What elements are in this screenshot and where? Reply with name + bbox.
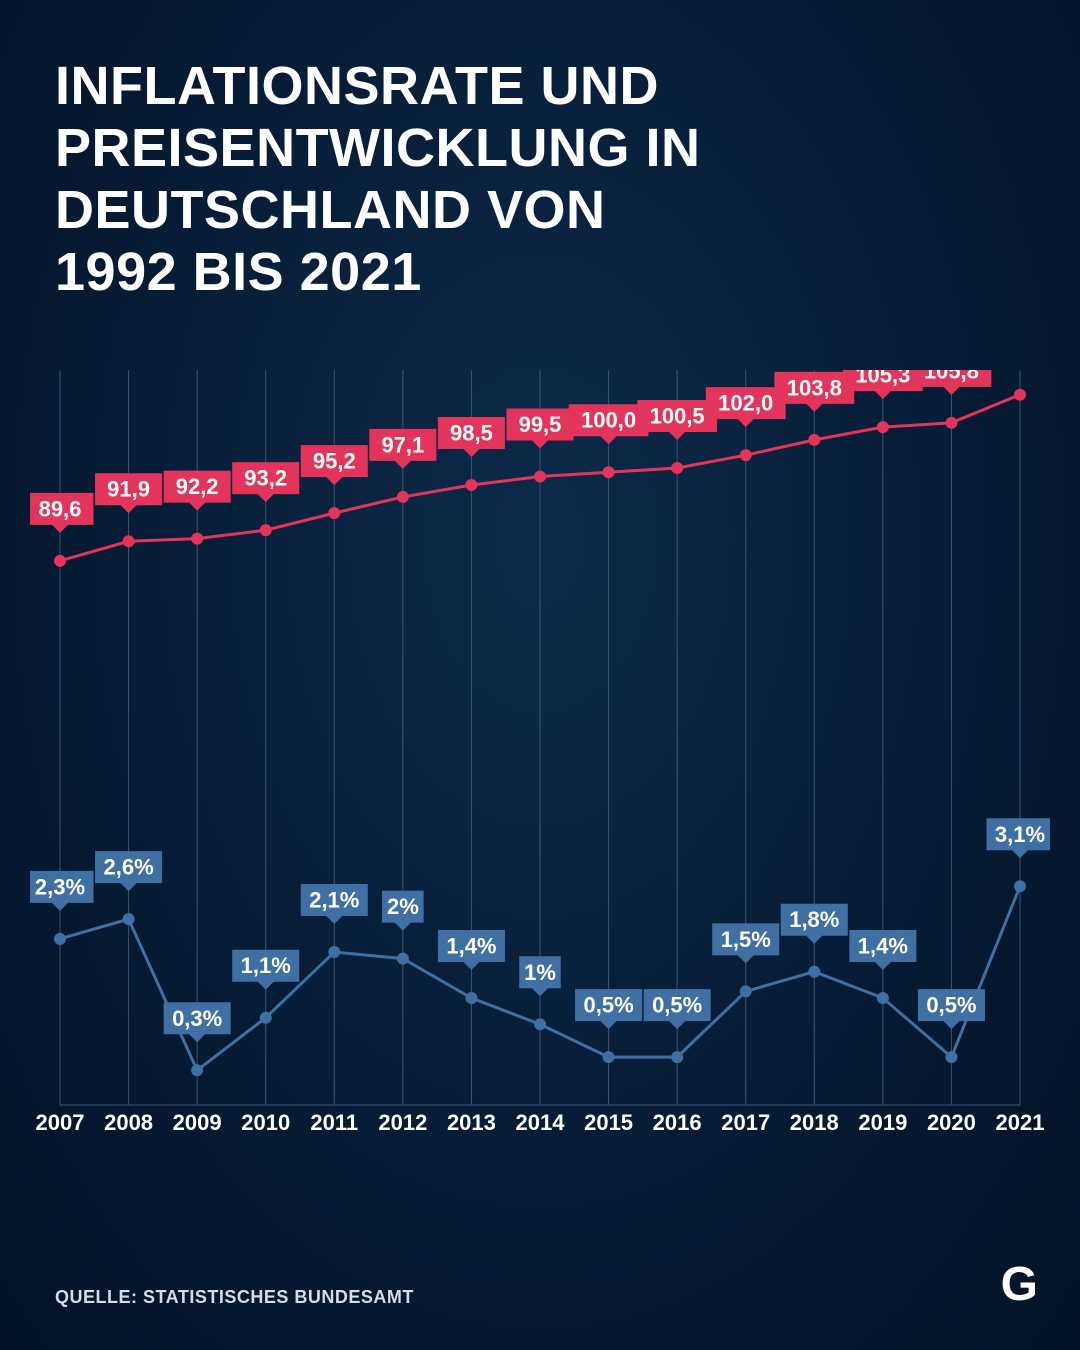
data-point	[671, 1051, 683, 1063]
data-label: 1,4%	[446, 934, 496, 959]
data-label: 1,1%	[241, 953, 291, 978]
data-point	[123, 535, 135, 547]
x-axis-label: 2020	[927, 1110, 976, 1135]
x-axis-label: 2016	[653, 1110, 702, 1135]
x-axis-label: 2015	[584, 1110, 633, 1135]
data-point	[740, 449, 752, 461]
x-axis-label: 2014	[516, 1110, 566, 1135]
data-label: 97,1	[381, 432, 424, 457]
data-label: 0,3%	[172, 1006, 222, 1031]
data-label: 1,5%	[721, 927, 771, 952]
data-point	[1014, 389, 1026, 401]
x-axis-label: 2009	[173, 1110, 222, 1135]
x-axis-label: 2012	[378, 1110, 427, 1135]
data-label: 1,8%	[789, 907, 839, 932]
data-point	[54, 933, 66, 945]
data-point	[397, 491, 409, 503]
data-point	[260, 1012, 272, 1024]
data-label: 99,5	[519, 412, 562, 437]
data-label: 105,8	[924, 370, 979, 383]
data-label: 0,5%	[926, 993, 976, 1018]
title-line: DEUTSCHLAND VON	[55, 180, 606, 240]
title-line: 1992 BIS 2021	[55, 242, 422, 302]
data-point	[740, 985, 752, 997]
data-label: 98,5	[450, 421, 493, 446]
data-label: 1,4%	[858, 934, 908, 959]
data-point	[808, 434, 820, 446]
data-label: 0,5%	[652, 993, 702, 1018]
data-label: 2,6%	[103, 855, 153, 880]
data-point	[328, 507, 340, 519]
data-point	[465, 479, 477, 491]
data-label: 2%	[387, 894, 419, 919]
brand-logo: G	[1001, 1257, 1038, 1312]
data-point	[191, 533, 203, 545]
data-label: 100,0	[581, 408, 636, 433]
x-axis-label: 2011	[310, 1110, 358, 1135]
data-label: 2,1%	[309, 888, 359, 913]
x-axis-label: 2010	[241, 1110, 290, 1135]
chart-title: INFLATIONSRATE UND PREISENTWICKLUNG IN D…	[55, 55, 701, 303]
data-label: 1%	[524, 960, 556, 985]
x-axis-label: 2021	[996, 1110, 1045, 1135]
data-point	[945, 417, 957, 429]
data-point	[328, 946, 340, 958]
data-label: 0,5%	[583, 993, 633, 1018]
data-point	[54, 555, 66, 567]
data-point	[603, 466, 615, 478]
source-text: QUELLE: STATISTISCHES BUNDESAMT	[55, 1287, 414, 1308]
data-point	[260, 524, 272, 536]
title-line: PREISENTWICKLUNG IN	[55, 118, 701, 178]
data-point	[808, 966, 820, 978]
data-point	[671, 462, 683, 474]
data-label: 3,1%	[995, 822, 1045, 847]
data-point	[603, 1051, 615, 1063]
data-point	[534, 1018, 546, 1030]
data-label: 93,2	[244, 466, 287, 491]
x-axis-label: 2013	[447, 1110, 496, 1135]
data-label: 100,5	[650, 403, 705, 428]
data-label: 105,3	[855, 370, 910, 388]
data-label: 95,2	[313, 449, 356, 474]
x-axis-label: 2019	[858, 1110, 907, 1135]
data-point	[1014, 880, 1026, 892]
data-label: 103,8	[787, 375, 842, 400]
data-point	[945, 1051, 957, 1063]
data-point	[877, 992, 889, 1004]
data-point	[397, 953, 409, 965]
data-point	[877, 421, 889, 433]
x-axis-label: 2008	[104, 1110, 153, 1135]
data-label: 89,6	[39, 496, 82, 521]
chart-area: 2007 2008 2009 2010 2011 2012 2013 2014 2015 2016…	[30, 370, 1050, 1140]
x-axis-label: 2018	[790, 1110, 839, 1135]
data-point	[191, 1064, 203, 1076]
x-axis-label: 2017	[721, 1110, 770, 1135]
x-axis-label: 2007	[36, 1110, 85, 1135]
title-line: INFLATIONSRATE UND	[55, 56, 659, 116]
chart-svg: 2007 2008 2009 2010 2011 2012 2013 2014 2015 2016…	[30, 370, 1050, 1170]
data-label: 92,2	[176, 474, 219, 499]
data-point	[465, 992, 477, 1004]
data-point	[123, 913, 135, 925]
data-label: 102,0	[718, 391, 773, 416]
data-point	[534, 470, 546, 482]
data-label: 91,9	[107, 477, 150, 502]
data-label: 2,3%	[35, 874, 85, 899]
